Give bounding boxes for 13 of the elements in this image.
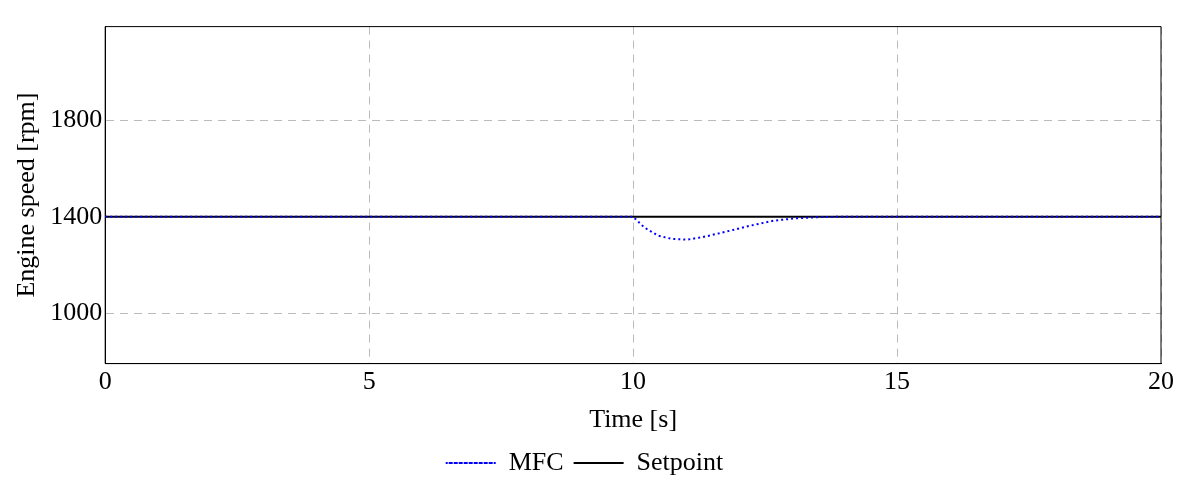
x-tick-label: 10 — [620, 366, 647, 396]
y-tick-label: 1800 — [50, 104, 103, 134]
y-tick-label: 1400 — [50, 200, 103, 230]
y-axis-title: Engine speed [rpm] — [11, 92, 41, 298]
x-tick-label: 5 — [362, 366, 376, 396]
x-tick-label: 15 — [884, 366, 911, 396]
x-axis-title: Time [s] — [589, 404, 678, 434]
x-tick-label: 20 — [1148, 366, 1174, 396]
legend-label: Setpoint — [636, 446, 725, 476]
y-tick-label: 1000 — [50, 296, 103, 326]
line-series — [105, 215, 1161, 241]
x-tick-label: 0 — [98, 366, 112, 396]
legend-label: MFC — [508, 446, 564, 476]
